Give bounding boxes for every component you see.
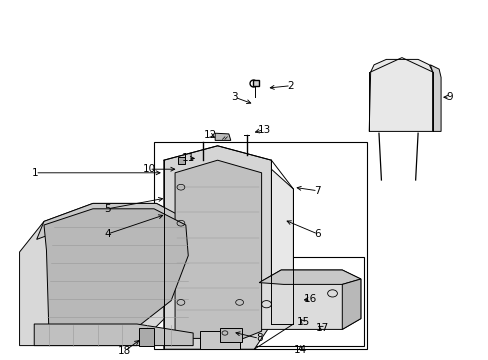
Polygon shape xyxy=(215,133,230,140)
Text: 13: 13 xyxy=(257,125,270,135)
Polygon shape xyxy=(44,209,188,331)
Polygon shape xyxy=(220,328,242,342)
Text: 3: 3 xyxy=(231,92,238,102)
Text: 7: 7 xyxy=(314,186,321,196)
Polygon shape xyxy=(342,279,360,329)
Text: 11: 11 xyxy=(181,153,195,163)
Polygon shape xyxy=(139,328,154,346)
Polygon shape xyxy=(200,331,239,349)
Polygon shape xyxy=(163,146,271,349)
Polygon shape xyxy=(37,203,198,254)
Text: 4: 4 xyxy=(104,229,111,239)
Polygon shape xyxy=(271,169,293,324)
Polygon shape xyxy=(175,160,261,338)
Text: 1: 1 xyxy=(32,168,39,178)
Text: 8: 8 xyxy=(255,333,262,343)
Text: 6: 6 xyxy=(314,229,321,239)
Polygon shape xyxy=(429,65,440,131)
Text: 14: 14 xyxy=(293,345,307,355)
Text: 16: 16 xyxy=(303,294,317,304)
Polygon shape xyxy=(368,59,432,131)
Text: 10: 10 xyxy=(142,164,155,174)
Text: 15: 15 xyxy=(296,317,309,327)
Text: 12: 12 xyxy=(203,130,217,140)
Bar xyxy=(244,257,364,346)
Polygon shape xyxy=(259,270,360,329)
Bar xyxy=(154,142,366,349)
Text: 2: 2 xyxy=(287,81,294,91)
Polygon shape xyxy=(259,270,360,284)
Text: 17: 17 xyxy=(315,323,329,333)
Polygon shape xyxy=(20,203,198,346)
Text: 18: 18 xyxy=(118,346,131,356)
Polygon shape xyxy=(177,157,184,164)
Text: 9: 9 xyxy=(446,92,452,102)
Polygon shape xyxy=(34,324,193,346)
Text: 5: 5 xyxy=(104,204,111,214)
